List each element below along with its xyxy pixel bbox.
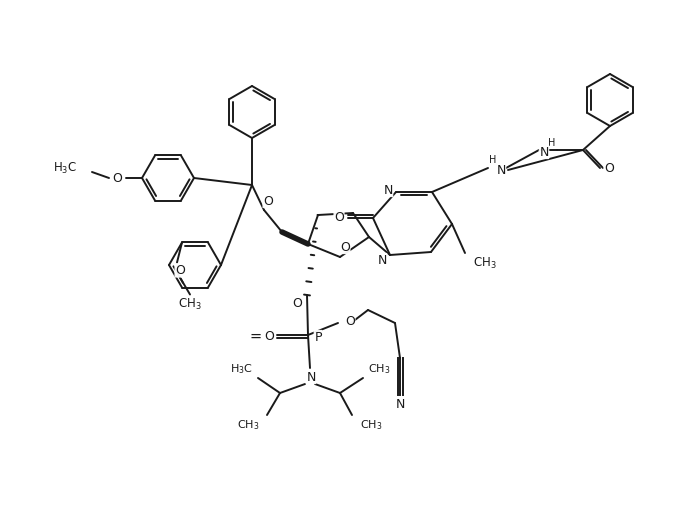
Text: O: O [604, 162, 614, 175]
Text: O: O [334, 211, 344, 224]
Text: O: O [292, 296, 302, 309]
Text: O: O [340, 241, 350, 254]
Text: P: P [315, 331, 322, 344]
Text: H: H [548, 138, 555, 148]
Text: N: N [306, 371, 316, 384]
Text: N: N [496, 163, 506, 176]
Text: H$_3$C: H$_3$C [53, 161, 77, 176]
Text: N: N [377, 254, 387, 267]
Text: O: O [345, 315, 355, 328]
Text: N: N [383, 184, 393, 197]
Text: =: = [250, 329, 262, 344]
Text: N: N [539, 146, 548, 159]
Text: O: O [112, 172, 122, 185]
Text: CH$_3$: CH$_3$ [368, 362, 390, 376]
Text: CH$_3$: CH$_3$ [237, 418, 259, 432]
Text: O: O [263, 194, 273, 207]
Text: CH$_3$: CH$_3$ [178, 297, 202, 312]
Text: H: H [489, 155, 497, 165]
Text: O: O [175, 264, 185, 277]
Text: CH$_3$: CH$_3$ [360, 418, 383, 432]
Text: CH$_3$: CH$_3$ [473, 255, 497, 270]
Text: H$_3$C: H$_3$C [230, 362, 253, 376]
Text: O: O [264, 330, 274, 343]
Text: N: N [395, 397, 404, 410]
